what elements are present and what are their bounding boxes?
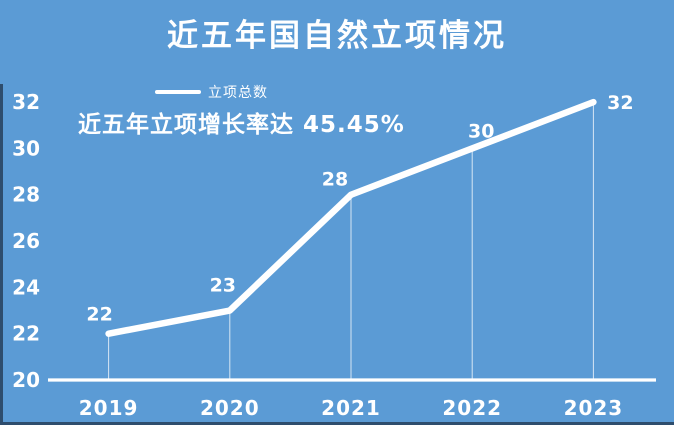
y-tick-label: 26	[12, 229, 40, 253]
series-line	[105, 98, 597, 337]
data-point-label: 23	[210, 275, 236, 297]
y-tick-label: 30	[12, 136, 40, 160]
y-tick-label: 24	[12, 275, 40, 299]
growth-annotation: 近五年立项增长率达 45.45%	[78, 112, 405, 138]
x-tick-label: 2021	[321, 396, 381, 420]
x-tick-label: 2023	[564, 396, 624, 420]
data-point-label: 28	[322, 169, 348, 191]
slide-edge-left	[0, 84, 3, 425]
chart-title: 近五年国自然立项情况	[167, 18, 507, 54]
legend: 立项总数	[155, 82, 268, 102]
x-tick-label: 2020	[200, 396, 260, 420]
slide-edge-bottom	[0, 422, 674, 425]
data-point-label: 32	[607, 92, 633, 114]
y-tick-label: 22	[12, 322, 40, 346]
y-tick-label: 28	[12, 183, 40, 207]
y-tick-label: 20	[12, 368, 40, 392]
legend-label: 立项总数	[208, 85, 268, 101]
data-point-label: 30	[468, 120, 494, 142]
x-tick-label: 2022	[442, 396, 502, 420]
legend-line-sample	[155, 90, 201, 94]
y-tick-label: 32	[12, 90, 40, 114]
data-point-label: 22	[86, 304, 112, 326]
x-tick-label: 2019	[79, 396, 139, 420]
